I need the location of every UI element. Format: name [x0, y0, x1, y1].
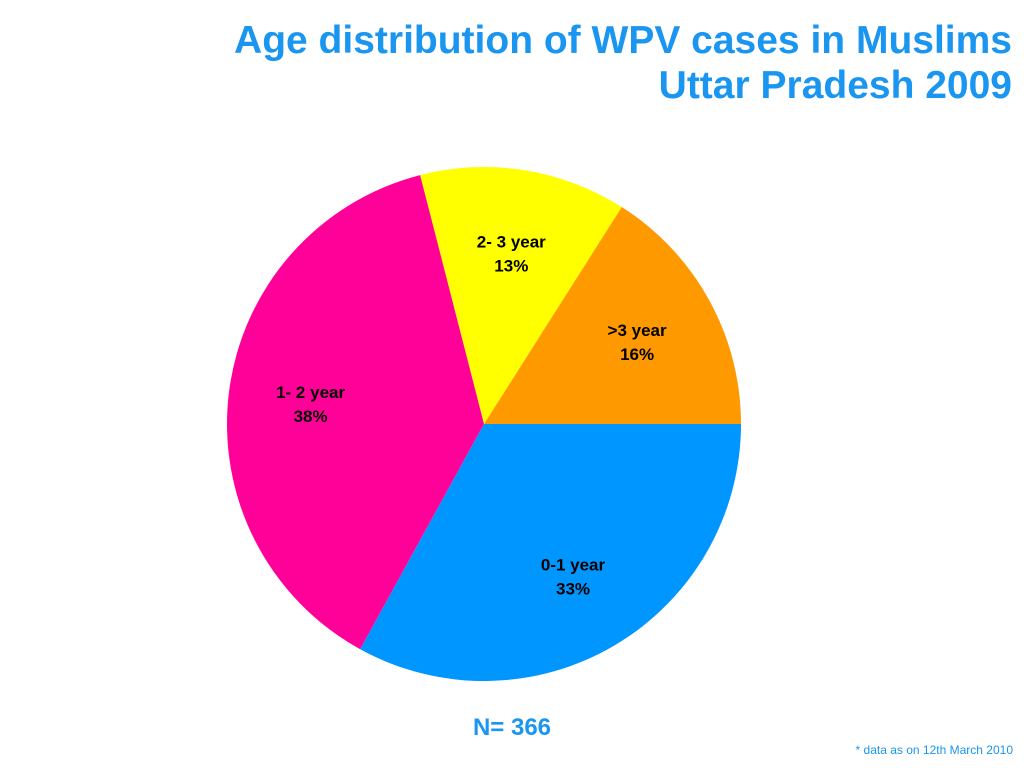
pie-slice	[420, 166, 622, 425]
slice-value-label: 13%	[494, 256, 528, 275]
sample-size-label: N= 366	[472, 714, 552, 741]
slice-category-label: >3 year	[608, 321, 667, 340]
slice-category-label: 2- 3 year	[477, 232, 546, 251]
title-line-1: Age distribution of WPV cases in Muslims	[234, 19, 1012, 62]
title-line-2: Uttar Pradesh 2009	[658, 64, 1012, 107]
pie-slice	[226, 175, 484, 650]
slice-category-label: 0-1 year	[541, 555, 606, 574]
slice-value-label: 33%	[556, 579, 590, 598]
footnote: * data as on 12th March 2010	[855, 743, 1013, 757]
chart-title: Age distribution of WPV cases in Muslims…	[112, 18, 1012, 108]
slice-category-label: 1- 2 year	[276, 383, 345, 402]
pie-slice	[484, 207, 741, 424]
pie-slice	[360, 424, 741, 681]
slice-value-label: 38%	[294, 407, 328, 426]
slice-value-label: 16%	[620, 345, 654, 364]
